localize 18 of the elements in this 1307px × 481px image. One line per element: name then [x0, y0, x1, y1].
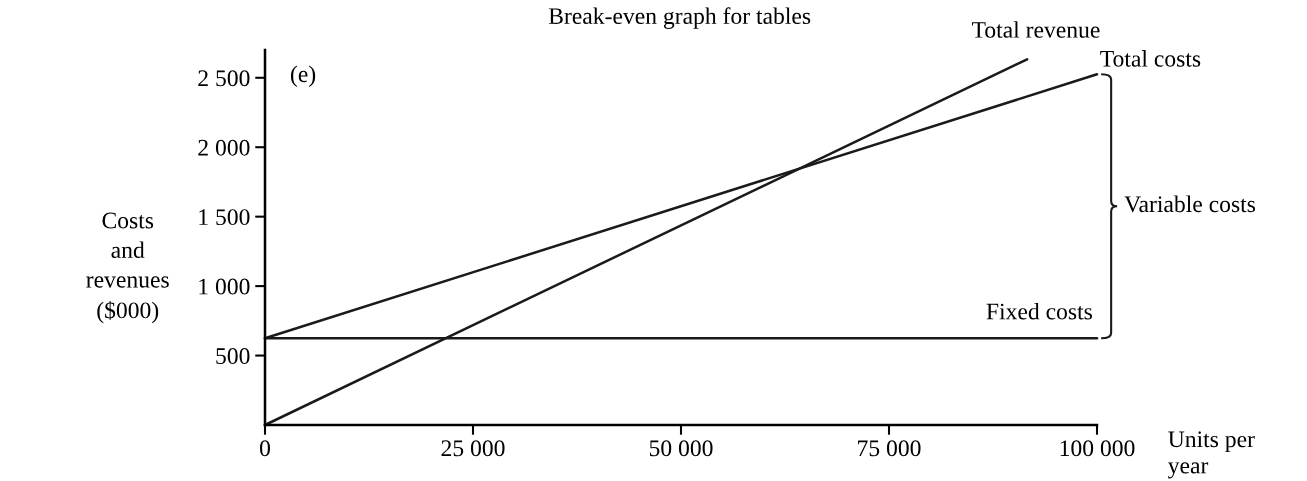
y-tick-label: 500 [216, 348, 250, 364]
x-axis-title: Units per year [1168, 431, 1255, 479]
annotation: (e) [291, 65, 316, 87]
series-label: Total revenue [971, 21, 1100, 38]
x-tick-label: 50 000 [649, 440, 713, 457]
y-tick-label: 2 000 [198, 139, 250, 156]
x-tick-label: 0 [260, 440, 270, 457]
y-tick-label: 1 000 [199, 278, 250, 295]
y-tick-label: 1 500 [199, 209, 250, 226]
series-label: Total costs [1100, 50, 1201, 67]
text: Variable costs [1124, 195, 1256, 213]
y-tick-label: 2 500 [198, 70, 250, 87]
x-tick-label: 75 000 [858, 440, 921, 457]
x-tick-label: 100 000 [1060, 440, 1135, 457]
series-label: Fixed costs [986, 302, 1092, 320]
chart-title: Break-even graph for tables [548, 7, 811, 29]
x-tick-label: 25 000 [441, 440, 505, 457]
y-axis-title: Costs and revenues ($000) [86, 212, 169, 324]
